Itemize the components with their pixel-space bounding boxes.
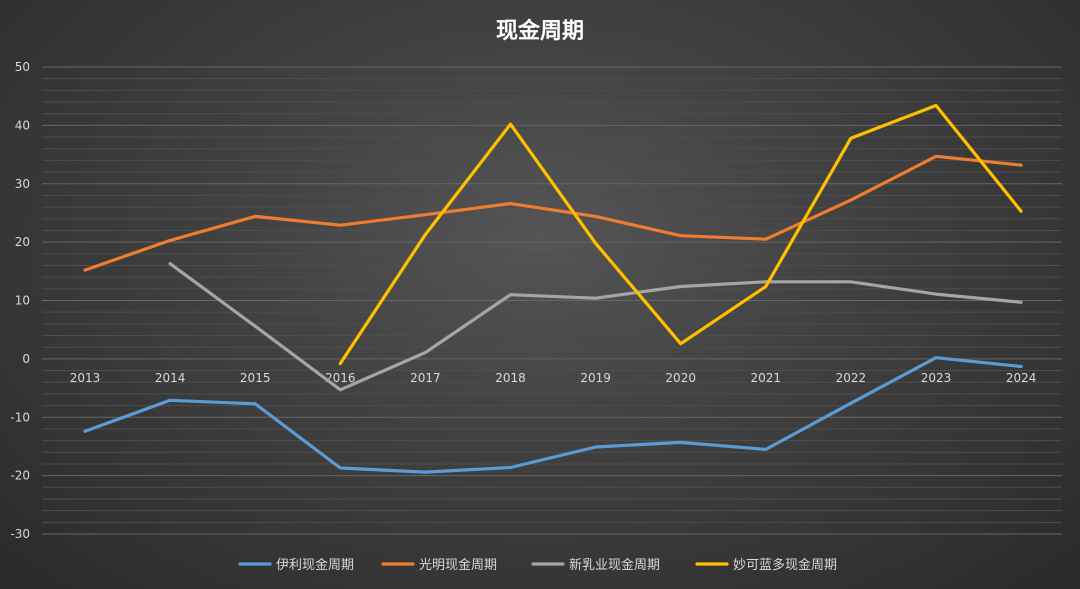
- x-tick-label: 2017: [410, 371, 441, 385]
- chart-title: 现金周期: [496, 18, 584, 44]
- x-tick-label: 2023: [921, 371, 952, 385]
- series-line-2: [83, 154, 1023, 272]
- legend-label: 伊利现金周期: [276, 557, 354, 573]
- x-tick-label: 2021: [751, 371, 782, 385]
- x-axis-tick-labels: 2013 2014 2015 2016 2017 2018 2019 2020 2021 2022…: [70, 371, 1037, 385]
- legend-label: 光明现金周期: [419, 557, 497, 573]
- series-line-3: [168, 262, 1023, 392]
- legend: 伊利现金周期 光明现金周期 新乳业现金周期 妙可蓝多现金周期: [238, 557, 837, 573]
- y-tick-label: -20: [10, 469, 30, 483]
- y-tick-label: -10: [10, 410, 30, 424]
- series-line-4: [338, 103, 1023, 366]
- y-tick-label: 0: [22, 352, 30, 366]
- x-tick-label: 2013: [70, 371, 101, 385]
- x-tick-label: 2018: [495, 371, 526, 385]
- legend-label: 妙可蓝多现金周期: [733, 557, 837, 573]
- x-tick-label: 2022: [836, 371, 867, 385]
- legend-item: 新乳业现金周期: [531, 557, 660, 573]
- legend-item: 伊利现金周期: [238, 557, 354, 573]
- series-line-1: [83, 356, 1023, 474]
- legend-label: 新乳业现金周期: [569, 557, 660, 573]
- minor-gridlines: [42, 78, 1062, 523]
- y-tick-label: 30: [15, 177, 30, 191]
- y-tick-label: 50: [15, 60, 30, 74]
- y-tick-label: 40: [15, 118, 30, 132]
- y-tick-label: 10: [15, 294, 30, 308]
- x-tick-label: 2014: [155, 371, 186, 385]
- y-axis-tick-labels: -30 -20 -10 0 10 20 30 40 50: [10, 60, 30, 541]
- major-gridlines: [42, 66, 1062, 535]
- x-tick-label: 2015: [240, 371, 271, 385]
- series-lines: [83, 103, 1023, 474]
- x-tick-label: 2020: [665, 371, 696, 385]
- y-tick-label: 20: [15, 235, 30, 249]
- x-tick-label: 2016: [325, 371, 356, 385]
- legend-item: 妙可蓝多现金周期: [695, 557, 837, 573]
- x-tick-label: 2019: [580, 371, 611, 385]
- x-tick-label: 2024: [1006, 371, 1037, 385]
- legend-item: 光明现金周期: [381, 557, 497, 573]
- y-tick-label: -30: [10, 527, 30, 541]
